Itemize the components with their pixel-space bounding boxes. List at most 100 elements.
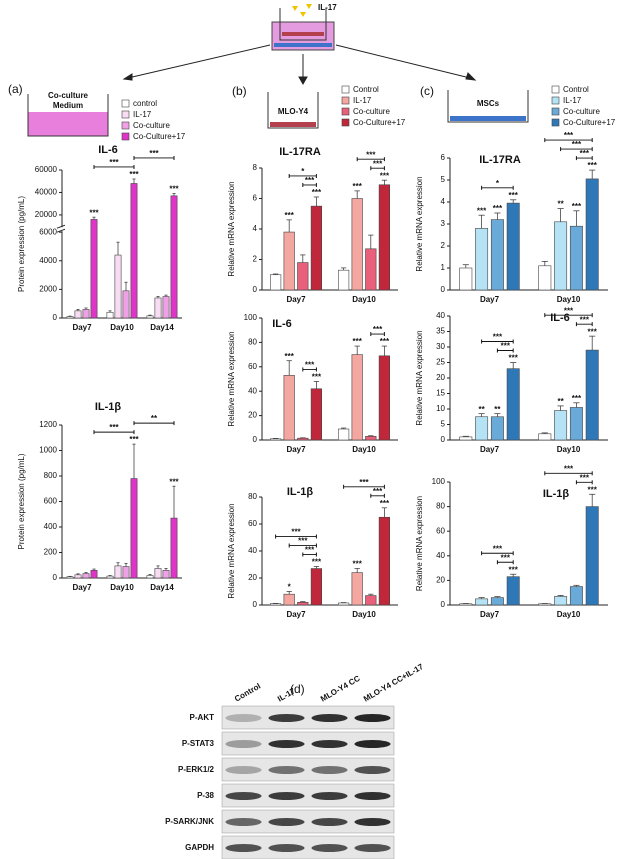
band xyxy=(225,714,262,722)
significance-label: *** xyxy=(380,337,390,346)
insert-schematic: IL-17 xyxy=(271,3,337,51)
bracket-label: * xyxy=(301,167,305,176)
y-tick-label: 20 xyxy=(248,573,257,582)
y-tick-label: 1 xyxy=(441,263,446,272)
bar xyxy=(82,309,90,319)
bracket-label: *** xyxy=(580,315,590,324)
band xyxy=(311,844,348,852)
y-tick-label: 20 xyxy=(436,576,445,585)
significance-label: *** xyxy=(169,185,179,194)
x-tick-label: Day7 xyxy=(480,610,500,619)
x-tick-label: Day10 xyxy=(352,295,376,304)
legend-label: Co-culture xyxy=(133,121,170,130)
bar xyxy=(74,574,82,579)
band xyxy=(354,740,391,748)
legend-label: IL-17 xyxy=(133,110,152,119)
row-label: P-38 xyxy=(197,791,214,800)
y-tick-label: 60 xyxy=(248,519,257,528)
column-label: MLO-Y4 CC xyxy=(319,674,362,704)
bar xyxy=(365,248,377,291)
column-label: MLO-Y4 CC+IL-17 xyxy=(362,662,425,704)
band xyxy=(354,792,391,800)
bar xyxy=(162,296,170,319)
y-tick-label: 30 xyxy=(436,342,445,351)
bracket-label: *** xyxy=(298,537,308,546)
bracket-label: *** xyxy=(580,149,590,158)
legend-label: Co-Culture+17 xyxy=(133,132,186,141)
bracket-label: *** xyxy=(149,149,159,158)
bar xyxy=(170,517,178,579)
significance-label: ** xyxy=(557,200,564,209)
axis-break xyxy=(56,228,66,233)
bracket-label: *** xyxy=(493,333,503,342)
bar xyxy=(459,436,473,441)
panel-label: (b) xyxy=(232,84,247,98)
legend-label: Co-Culture+17 xyxy=(563,118,616,127)
il17-molecules xyxy=(292,4,312,17)
blot-strip xyxy=(221,835,395,859)
row-label: P-STAT3 xyxy=(182,739,215,748)
bracket-label: *** xyxy=(564,131,574,140)
bar xyxy=(506,368,520,441)
x-tick-label: Day10 xyxy=(557,610,581,619)
bar xyxy=(490,416,504,441)
panel-label: (c) xyxy=(420,84,434,98)
y-tick-label: 35 xyxy=(436,327,445,336)
y-tick-label: 0 xyxy=(253,435,258,444)
x-tick-label: Day10 xyxy=(557,295,581,304)
legend-label: Co-Culture+17 xyxy=(353,118,406,127)
blot-strip xyxy=(221,731,395,756)
bar xyxy=(475,416,489,441)
chart-title: IL-1β xyxy=(95,401,122,413)
bar xyxy=(378,184,391,291)
x-tick-label: Day7 xyxy=(286,445,306,454)
y-tick-label: 80 xyxy=(248,338,257,347)
x-tick-label: Day7 xyxy=(72,323,92,332)
significance-label: *** xyxy=(380,171,390,180)
bar xyxy=(569,225,583,291)
x-tick-label: Day7 xyxy=(286,295,306,304)
blot-strip xyxy=(221,783,395,808)
bar xyxy=(569,586,583,606)
bar xyxy=(585,178,599,291)
chart-title: IL-1β xyxy=(543,488,570,500)
y-tick-label: 400 xyxy=(44,522,58,531)
bar xyxy=(66,576,74,579)
legend-label: Control xyxy=(563,85,589,94)
insert-label: IL-17 xyxy=(318,3,337,12)
y-tick-label: 6000 xyxy=(39,227,57,236)
y-tick-label: 1000 xyxy=(39,446,57,455)
legend-label: Co-culture xyxy=(563,107,600,116)
cells xyxy=(270,122,316,127)
y-tick-label: 2000 xyxy=(39,284,57,293)
y-tick-label: 40 xyxy=(248,546,257,555)
significance-label: *** xyxy=(285,352,295,361)
legend-swatch xyxy=(551,96,560,105)
bracket-label: *** xyxy=(305,176,315,185)
medium-label: Medium xyxy=(53,101,83,110)
chart-title: IL-17RA xyxy=(479,154,521,166)
bar xyxy=(74,310,82,319)
bracket-label: *** xyxy=(580,473,590,482)
bar xyxy=(475,228,489,291)
significance-label: *** xyxy=(353,182,363,191)
y-tick-label: 4 xyxy=(253,224,258,233)
cells xyxy=(450,116,526,121)
y-tick-label: 40000 xyxy=(35,188,58,197)
y-tick-label: 3 xyxy=(441,219,446,228)
bar xyxy=(162,570,170,579)
y-tick-label: 4000 xyxy=(39,256,57,265)
row-label: GAPDH xyxy=(185,843,214,852)
significance-label: *** xyxy=(509,191,519,200)
legend-swatch xyxy=(551,107,560,116)
significance-label: *** xyxy=(509,354,519,363)
bar xyxy=(506,576,520,606)
significance-label: *** xyxy=(572,202,582,211)
y-axis-label: Relative mRNA expression xyxy=(227,331,236,426)
bracket-label: *** xyxy=(564,306,574,315)
bar xyxy=(130,478,138,579)
y-tick-label: 5 xyxy=(441,175,446,184)
x-tick-label: Day7 xyxy=(480,295,500,304)
legend-label: Co-culture xyxy=(353,107,390,116)
bar xyxy=(337,428,350,441)
